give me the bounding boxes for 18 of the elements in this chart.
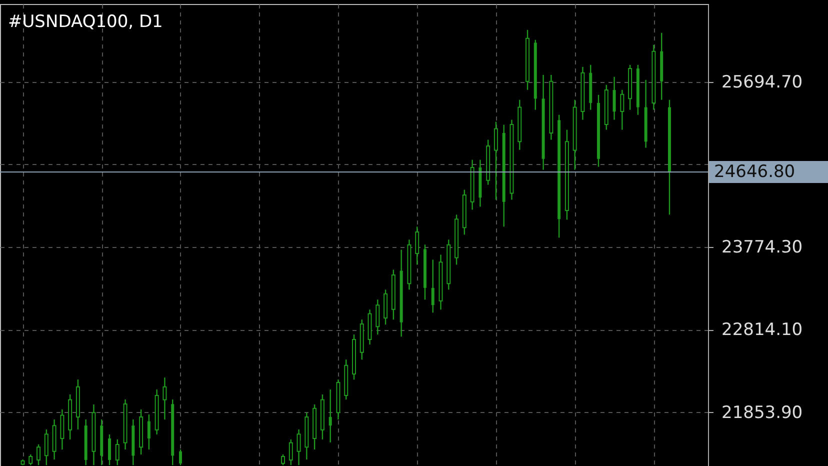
y-tick-label: 25694.70 bbox=[722, 72, 803, 92]
candlestick bbox=[494, 121, 498, 200]
y-tick-label: 22814.10 bbox=[722, 320, 803, 340]
candlestick bbox=[60, 408, 64, 450]
candlestick bbox=[108, 434, 112, 466]
y-tick-label: 23774.30 bbox=[722, 238, 803, 258]
candlestick bbox=[147, 414, 150, 450]
candlestick bbox=[620, 89, 624, 130]
y-tick-label: 21853.90 bbox=[722, 402, 803, 423]
candlestick bbox=[328, 388, 332, 444]
ref-line-label: 24646.80 bbox=[714, 162, 796, 182]
text: #USNDAQ100, D1 bbox=[8, 12, 163, 32]
candlestick bbox=[431, 259, 434, 314]
candlestick bbox=[415, 226, 420, 266]
candlestick bbox=[162, 376, 167, 420]
candlestick bbox=[376, 299, 380, 336]
candlestick bbox=[612, 76, 616, 120]
candlestick bbox=[178, 448, 182, 466]
